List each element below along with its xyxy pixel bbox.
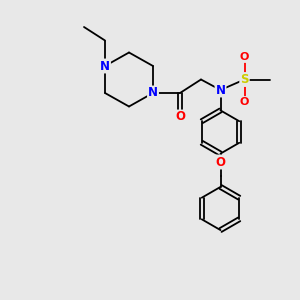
Text: O: O [175, 110, 185, 124]
Text: O: O [215, 155, 226, 169]
Text: N: N [100, 59, 110, 73]
Text: N: N [215, 83, 226, 97]
Text: O: O [240, 52, 249, 62]
Text: S: S [240, 73, 249, 86]
Text: N: N [148, 86, 158, 100]
Text: O: O [240, 97, 249, 107]
